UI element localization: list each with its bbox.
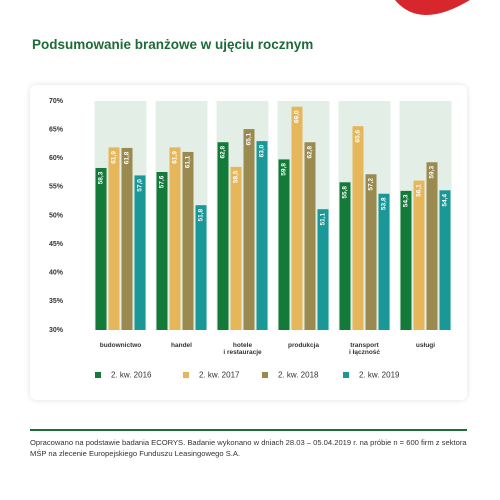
bar — [256, 141, 268, 330]
y-tick-label: 30% — [49, 327, 64, 334]
bar — [317, 209, 329, 330]
divider — [30, 429, 467, 431]
y-tick-label: 50% — [49, 212, 64, 219]
bar — [378, 193, 390, 330]
y-tick-label: 60% — [49, 155, 64, 162]
value-label: 61,8 — [124, 151, 131, 164]
value-label: 57,0 — [137, 179, 144, 192]
x-tick-label: usługi — [415, 342, 436, 349]
value-label: 61,9 — [172, 151, 179, 164]
bar — [426, 162, 438, 330]
bar — [217, 142, 229, 330]
value-label: 61,1 — [185, 155, 192, 168]
y-tick-label: 70% — [49, 98, 64, 105]
corner-decoration — [395, 0, 470, 15]
value-label: 54,3 — [403, 194, 410, 207]
y-tick-label: 65% — [49, 126, 64, 133]
value-label: 65,1 — [246, 132, 253, 145]
bar — [134, 175, 146, 330]
value-label: 53,8 — [381, 197, 388, 210]
y-tick-label: 45% — [49, 241, 64, 248]
legend-marker — [95, 372, 101, 378]
x-tick-label: budownictwo — [99, 342, 142, 349]
bar — [365, 174, 377, 330]
value-label: 57,2 — [368, 178, 375, 191]
value-label: 62,8 — [307, 146, 314, 159]
bar — [352, 126, 364, 330]
bar — [95, 167, 107, 330]
value-label: 65,6 — [355, 129, 362, 142]
bar — [182, 151, 194, 330]
chart-title: Podsumowanie branżowe w ujęciu rocznym — [32, 37, 314, 52]
bar — [195, 205, 207, 330]
y-tick-label: 55% — [49, 184, 64, 191]
value-label: 51,1 — [320, 212, 327, 225]
bar — [169, 147, 181, 330]
value-label: 57,6 — [159, 175, 166, 188]
chart: 30% 35% 40% 45% 50% 55% 60% 65% 70% 58,3 61,9 61,8 5… — [49, 98, 452, 380]
value-label: 63,0 — [259, 144, 266, 157]
value-label: 61,9 — [111, 151, 118, 164]
legend-marker — [262, 372, 268, 378]
bar — [400, 190, 412, 330]
legend-label: 2. kw. 2016 — [111, 371, 152, 380]
source-note: Opracowano na podstawie badania ECORYS. … — [30, 438, 467, 458]
bar — [278, 159, 290, 330]
legend-marker — [343, 372, 349, 378]
y-tick-label: 40% — [49, 270, 64, 277]
bar — [156, 171, 168, 330]
value-label: 56,1 — [416, 184, 423, 197]
bar — [304, 142, 316, 330]
bar — [108, 147, 120, 330]
value-label: 59,3 — [429, 166, 436, 179]
y-tick-label: 35% — [49, 298, 64, 305]
legend-label: 2. kw. 2017 — [199, 371, 240, 380]
value-label: 55,8 — [342, 186, 349, 199]
bar — [243, 129, 255, 330]
legend-label: 2. kw. 2019 — [359, 371, 400, 380]
value-label: 62,8 — [220, 146, 227, 159]
value-label: 58,3 — [98, 171, 105, 184]
bar — [291, 106, 303, 330]
bar — [413, 180, 425, 330]
value-label: 59,8 — [281, 163, 288, 176]
x-tick-label: handel — [171, 342, 192, 349]
bar — [121, 147, 133, 330]
value-label: 58,5 — [233, 170, 240, 183]
x-tick-label: transport i łączność — [348, 342, 381, 356]
value-label: 51,8 — [198, 208, 205, 221]
legend-label: 2. kw. 2018 — [278, 371, 319, 380]
x-tick-label: produkcja — [287, 342, 320, 349]
bar — [339, 182, 351, 330]
legend-marker — [183, 372, 189, 378]
bar — [230, 166, 242, 330]
value-label: 54,4 — [442, 194, 449, 207]
value-label: 69,0 — [294, 110, 301, 123]
bar — [439, 190, 451, 330]
x-tick-label: hotele i restauracje — [223, 342, 262, 356]
